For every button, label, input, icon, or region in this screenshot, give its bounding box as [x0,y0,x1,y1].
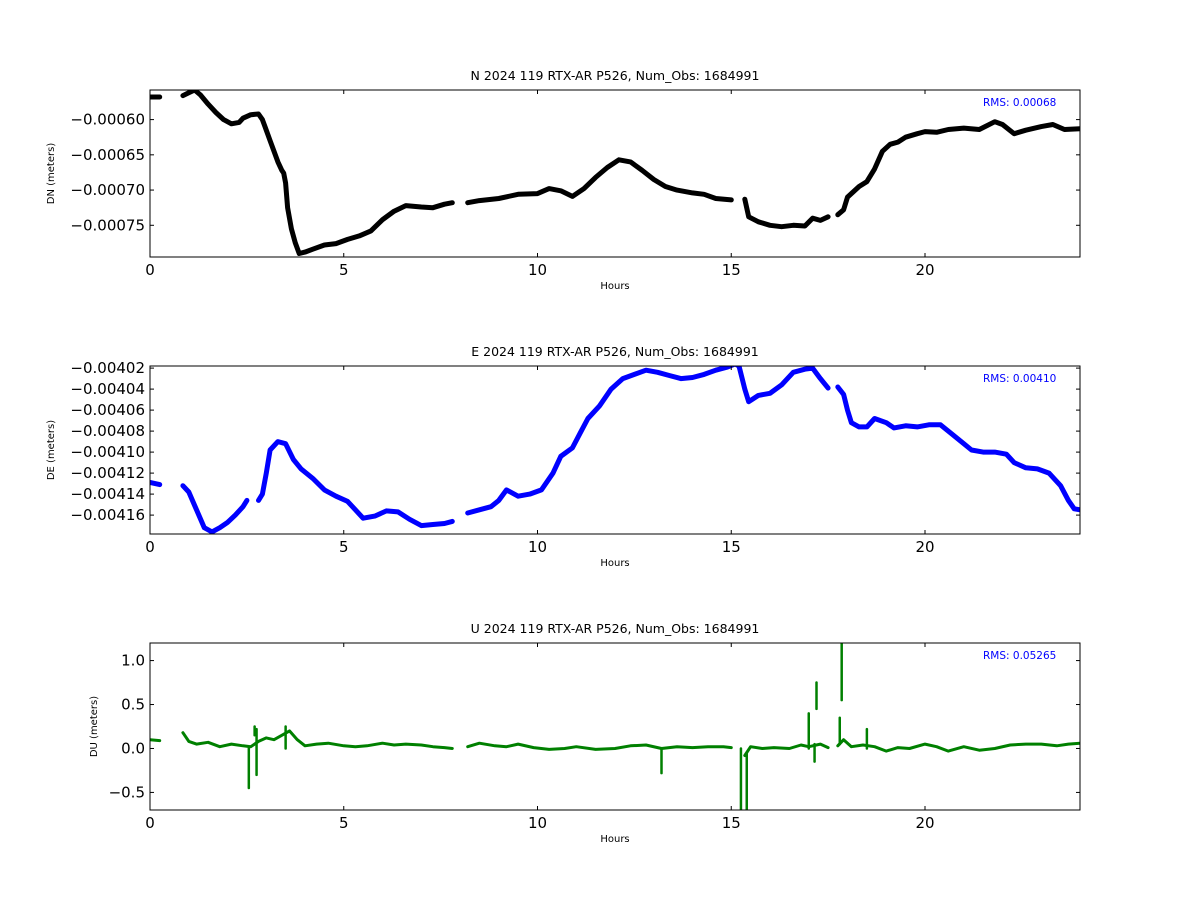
y-tick-label: −0.00406 [70,401,145,419]
chart-title: N 2024 119 RTX-AR P526, Num_Obs: 1684991 [471,68,760,83]
series-line-segment [742,196,831,230]
y-tick-label: −0.00408 [70,422,145,440]
y-tick-label: −0.00414 [70,485,145,503]
rms-annotation: RMS: 0.00068 [983,97,1056,109]
axes-frame [149,642,1081,811]
y-tick-label: −0.5 [109,783,145,801]
x-tick-label: 10 [528,538,547,556]
y-tick-label: −0.00065 [70,146,145,164]
y-tick-label: −0.00075 [70,216,145,234]
x-tick-label: 15 [722,814,741,832]
x-tick-label: 5 [339,261,349,279]
series-line-segment [180,483,250,534]
y-tick-label: −0.00070 [70,181,145,199]
y-tick-label: −0.00060 [70,111,145,129]
y-axis-label: DE (meters) [46,420,57,480]
y-tick-label: −0.00404 [70,380,145,398]
series-line-segment [150,480,163,488]
x-tick-label: 0 [145,538,155,556]
y-tick-label: −0.00402 [70,359,145,377]
x-tick-label: 15 [722,261,741,279]
x-tick-label: 0 [145,261,155,279]
y-tick-label: −0.00410 [70,443,145,461]
x-tick-label: 15 [722,538,741,556]
series-line-segment [835,119,1080,218]
y-axis-label: DN (meters) [46,143,57,205]
x-axis-label: Hours [600,558,629,569]
rms-annotation: RMS: 0.00410 [983,373,1056,385]
series-line-segment [150,738,162,743]
data-series [150,643,1080,810]
y-tick-label: 0.0 [121,739,145,757]
chart-title: U 2024 119 RTX-AR P526, Num_Obs: 1684991 [471,621,760,636]
series-line-segment [256,439,455,529]
chart-panel-e: 0 5 10 15 20 −0.00402 −0.00404 −0.00406 −0.00408… [46,344,1081,569]
series-line-segment [465,157,734,206]
rms-annotation: RMS: 0.05265 [983,650,1056,662]
y-tick-label: 1.0 [121,652,145,670]
series-line-segment [181,729,454,750]
x-tick-label: 10 [528,261,547,279]
series-line-segment [836,738,1080,753]
chart-title: E 2024 119 RTX-AR P526, Num_Obs: 1684991 [471,344,758,359]
x-tick-label: 5 [339,538,349,556]
axes-frame [149,89,1081,258]
x-tick-label: 5 [339,814,349,832]
x-tick-label: 10 [528,814,547,832]
x-axis-label: Hours [600,281,629,292]
x-axis-label: Hours [600,834,629,845]
y-tick-label: 0.5 [121,696,145,714]
series-line-segment [180,90,455,256]
y-axis-label: DU (meters) [89,696,100,757]
y-tick-label: −0.00416 [70,506,145,524]
x-tick-label: 0 [145,814,155,832]
series-line-segment [465,366,831,516]
chart-panel-n: 0 5 10 15 20 −0.00060 −0.00065 −0.00070 −0.00075… [46,68,1081,292]
x-tick-label: 20 [915,814,934,832]
series-line-segment [466,741,733,751]
y-tick-label: −0.00412 [70,464,145,482]
series-line-segment [743,742,830,757]
x-tick-label: 20 [915,538,934,556]
chart-panel-u: 0 5 10 15 20 1.0 0.5 0.0 −0.5 U 2024 119 RTX-AR P… [89,621,1081,845]
x-tick-label: 20 [915,261,934,279]
axes-frame [149,365,1081,535]
data-series [150,90,1080,256]
series-line-segment [835,384,1080,513]
data-series [150,366,1080,534]
